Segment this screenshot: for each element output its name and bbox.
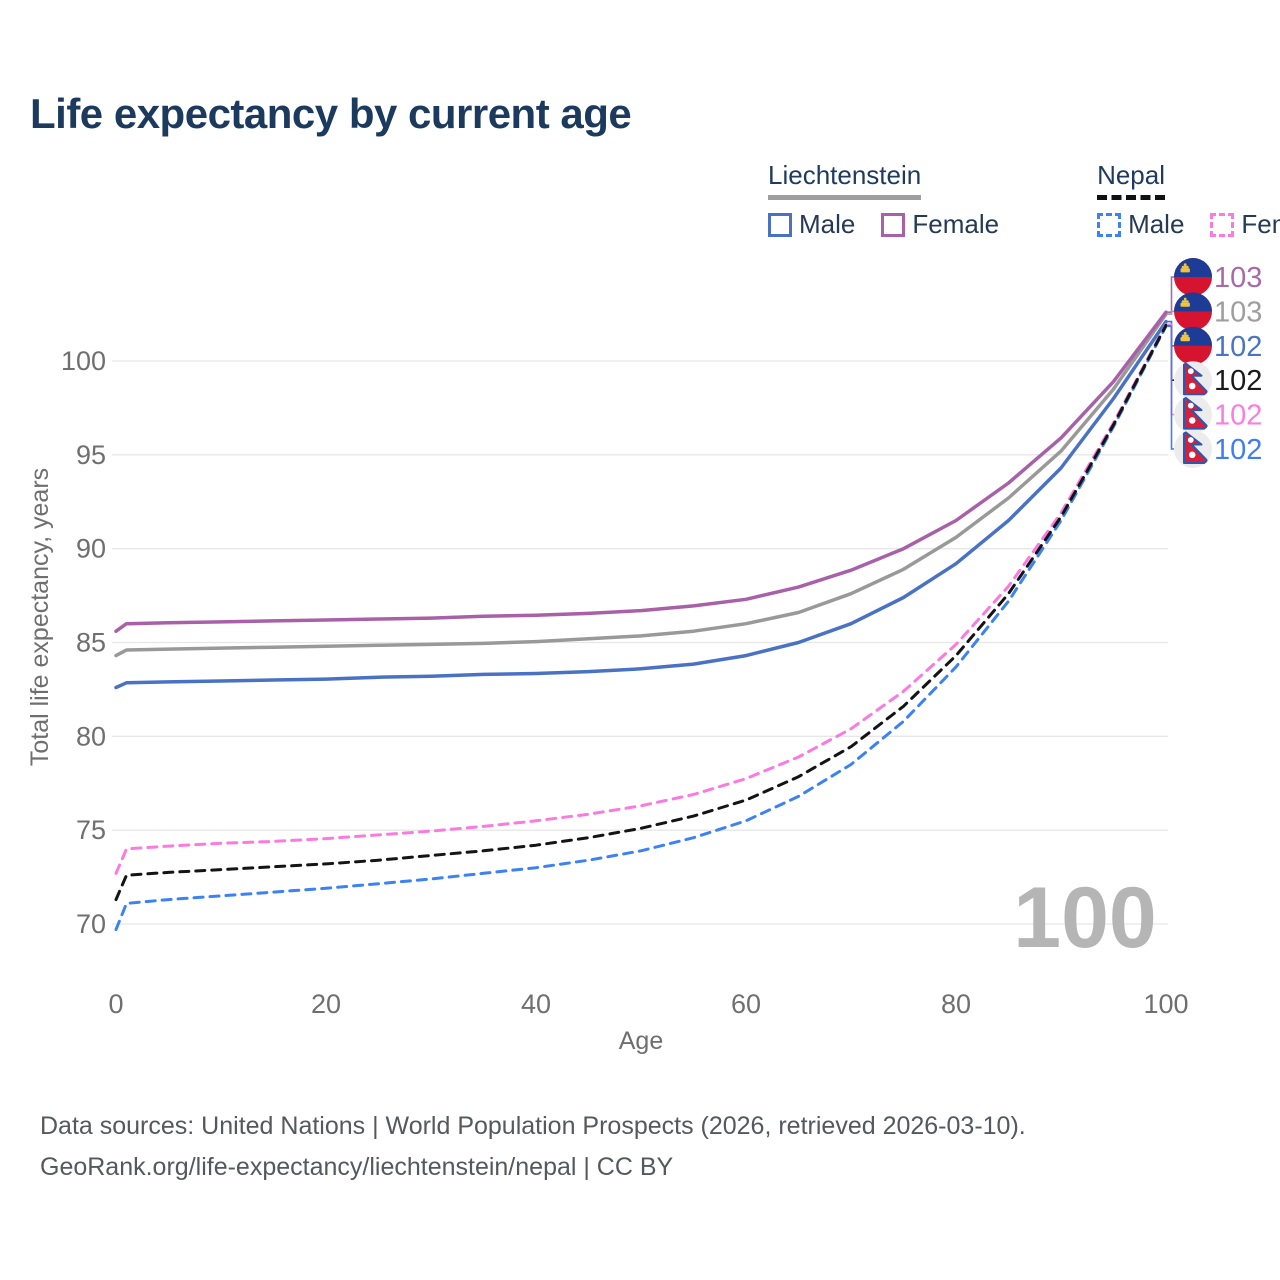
liechtenstein-flag-icon xyxy=(1174,258,1212,296)
age-watermark: 100 xyxy=(1013,870,1157,966)
nepal-flag-icon xyxy=(1174,430,1212,468)
page-title: Life expectancy by current age xyxy=(30,90,632,137)
y-tick-label-85: 85 xyxy=(76,628,106,658)
x-tick-label-100: 100 xyxy=(1143,989,1188,1019)
y-tick-label-70: 70 xyxy=(76,909,106,939)
y-tick-label-80: 80 xyxy=(76,721,106,751)
nepal-flag-icon xyxy=(1174,361,1212,400)
x-axis-label: Age xyxy=(619,1027,663,1055)
footer-url-line: GeoRank.org/life-expectancy/liechtenstei… xyxy=(40,1153,674,1181)
legend-swatch-icon xyxy=(1097,212,1122,237)
legend-item-nepal-male[interactable]: Male xyxy=(1097,209,1184,240)
legend-group-liechtenstein: Liechtenstein Male Female xyxy=(768,160,999,240)
end-label-leader-nepal-combined xyxy=(1167,324,1174,382)
legend-item-label: Female xyxy=(1241,209,1280,239)
end-value-label-nepal-combined: 102 xyxy=(1214,365,1262,397)
y-axis-label: Total life expectancy, years xyxy=(26,468,54,766)
x-tick-label-0: 0 xyxy=(108,989,123,1019)
y-tick-label-75: 75 xyxy=(76,815,106,845)
series-line-nepal-male[interactable] xyxy=(114,324,1168,932)
legend-group-nepal: Nepal Male Female xyxy=(1097,160,1280,240)
legend-item-label: Male xyxy=(799,209,856,239)
footer: Data sources: United Nations | World Pop… xyxy=(40,1106,1026,1188)
legend-item-liechtenstein-male[interactable]: Male xyxy=(768,209,855,240)
legend-item-liechtenstein-female[interactable]: Female xyxy=(881,209,999,240)
legend-item-label: Male xyxy=(1128,209,1185,239)
end-label-leader-liechtenstein-combined xyxy=(1167,310,1174,315)
series-line-liechtenstein-male[interactable] xyxy=(114,319,1168,690)
legend-item-label: Female xyxy=(912,209,1000,239)
legend-group-title-nepal: Nepal xyxy=(1097,160,1165,200)
footer-sources-line: Data sources: United Nations | World Pop… xyxy=(40,1112,1026,1140)
end-value-label-liechtenstein-combined: 103 xyxy=(1214,296,1262,328)
liechtenstein-flag-icon xyxy=(1174,326,1212,365)
legend-swatch-icon xyxy=(881,212,906,237)
y-tick-label-95: 95 xyxy=(76,440,106,470)
x-tick-label-60: 60 xyxy=(731,989,761,1019)
legend-item-nepal-female[interactable]: Female xyxy=(1210,209,1280,240)
end-label-leader-liechtenstein-female xyxy=(1167,276,1174,314)
end-label-leader-nepal-male xyxy=(1167,325,1174,450)
x-tick-label-40: 40 xyxy=(521,989,551,1019)
end-value-label-nepal-male: 102 xyxy=(1214,434,1262,466)
legend-group-title-liechtenstein: Liechtenstein xyxy=(768,160,922,200)
end-label-leader-nepal-female xyxy=(1167,323,1174,416)
series-line-liechtenstein-combined[interactable] xyxy=(114,312,1168,658)
x-tick-label-80: 80 xyxy=(941,989,971,1019)
series-line-liechtenstein-female[interactable] xyxy=(114,310,1168,633)
end-value-label-liechtenstein-male: 102 xyxy=(1214,331,1262,363)
series-line-nepal-combined[interactable] xyxy=(114,323,1168,902)
end-value-label-nepal-female: 102 xyxy=(1214,400,1262,432)
nepal-flag-icon xyxy=(1174,395,1212,434)
legend-swatch-icon xyxy=(1210,212,1235,237)
y-tick-label-100: 100 xyxy=(61,346,106,376)
chart-legend: Liechtenstein Male Female Nepal Male Female xyxy=(768,160,1280,240)
end-value-label-liechtenstein-female: 103 xyxy=(1214,262,1262,294)
y-tick-label-90: 90 xyxy=(76,534,106,564)
x-tick-label-20: 20 xyxy=(311,989,341,1019)
legend-swatch-icon xyxy=(768,212,792,237)
liechtenstein-flag-icon xyxy=(1174,292,1212,331)
series-line-nepal-female[interactable] xyxy=(114,322,1168,875)
